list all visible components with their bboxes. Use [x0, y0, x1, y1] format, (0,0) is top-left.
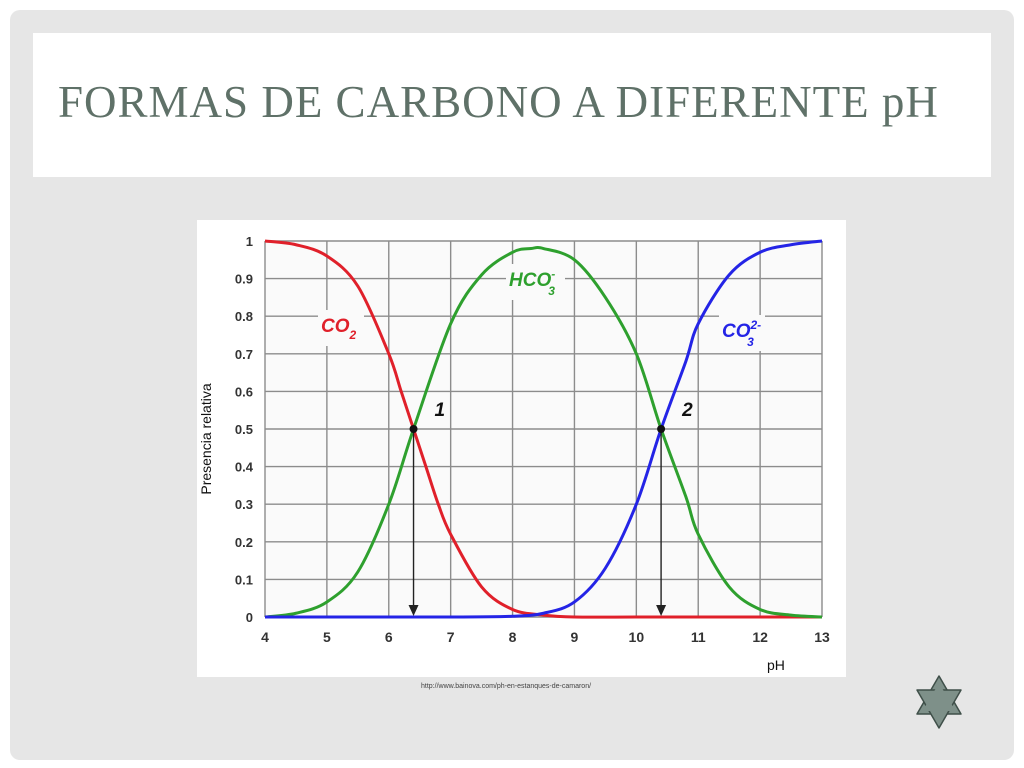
y-tick-label: 0.8 [235, 309, 253, 324]
series-label-bg [318, 310, 364, 346]
series-label: CO2-3 [722, 318, 761, 349]
series-label: CO2 [321, 316, 357, 342]
annotation-arrowhead [656, 605, 667, 616]
x-tick-label: 11 [691, 629, 706, 645]
x-tick-label: 10 [629, 629, 645, 645]
source-link[interactable]: http://www.bainova.com/ph-en-estanques-d… [421, 683, 592, 690]
x-tick-label: 8 [509, 629, 517, 645]
x-axis-label: pH [767, 657, 785, 673]
x-tick-label: 12 [752, 629, 768, 645]
y-tick-label: 0.4 [235, 460, 254, 475]
annotation-label: 1 [435, 400, 446, 421]
series-label: HCO-3 [509, 267, 555, 298]
y-tick-label: 0.6 [235, 384, 253, 399]
star-of-david-icon[interactable] [910, 673, 968, 731]
y-tick-label: 1 [246, 234, 253, 249]
y-tick-label: 0.3 [235, 497, 253, 512]
chart-panel: 4 5 6 7 8 9 10 11 12 13 0 0.1 0.2 0.3 0.4 0.5 0.6 0.7 0.8 0… [197, 220, 846, 677]
x-tick-label: 5 [323, 629, 331, 645]
series-line-hco3- [264, 246, 823, 619]
y-tick-label: 0.1 [235, 572, 253, 587]
slide-title: FORMAS DE CARBONO A DIFERENTE pH [58, 77, 939, 127]
annotation-point [657, 425, 666, 433]
series-line-co2 [264, 239, 822, 619]
series-label-bg [719, 315, 765, 351]
annotation-point [409, 425, 418, 433]
annotation-label: 2 [681, 400, 693, 421]
y-tick-label: 0 [246, 610, 253, 625]
title-box [33, 33, 991, 177]
ph-speciation-chart: 4 5 6 7 8 9 10 11 12 1300.10.20.30.40.50.60.70.80… [198, 234, 830, 673]
y-tick-label: 0.7 [235, 347, 253, 362]
x-tick-label: 7 [447, 629, 455, 645]
x-tick-label: 9 [571, 629, 579, 645]
series-line-co3-2- [265, 239, 823, 619]
x-tick-label: 6 [385, 629, 393, 645]
y-tick-label: 0.9 [235, 272, 253, 287]
y-tick-label: 0.5 [235, 422, 253, 437]
x-tick-label: 4 [261, 629, 269, 645]
annotation-arrowhead [408, 605, 419, 616]
y-axis-label: Presencia relativa [198, 383, 214, 494]
y-tick-label: 0.2 [235, 535, 253, 550]
x-tick-label: 13 [814, 629, 830, 645]
series-label-bg [506, 264, 565, 300]
